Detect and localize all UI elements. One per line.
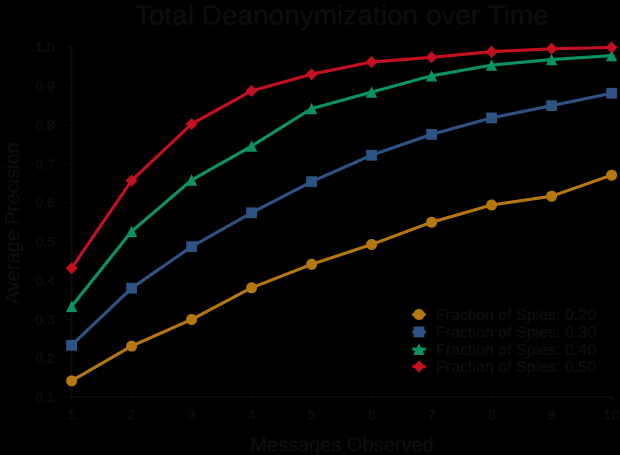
- svg-text:8: 8: [488, 407, 496, 423]
- svg-text:0.7: 0.7: [35, 156, 55, 172]
- svg-text:Fraction of Spies: 0.20: Fraction of Spies: 0.20: [436, 307, 596, 324]
- svg-text:1.0: 1.0: [35, 39, 55, 55]
- svg-text:0.2: 0.2: [35, 350, 55, 366]
- svg-text:Average Precision: Average Precision: [2, 142, 24, 304]
- svg-text:Fraction of Spies: 0.30: Fraction of Spies: 0.30: [436, 325, 596, 342]
- svg-text:0.5: 0.5: [35, 234, 55, 250]
- svg-text:3: 3: [188, 407, 196, 423]
- svg-text:1: 1: [68, 407, 76, 423]
- svg-text:4: 4: [248, 407, 256, 423]
- svg-text:9: 9: [548, 407, 556, 423]
- svg-text:Fraction of Spies: 0.40: Fraction of Spies: 0.40: [436, 342, 596, 359]
- svg-text:0.9: 0.9: [35, 78, 55, 94]
- svg-text:5: 5: [308, 407, 316, 423]
- svg-text:Fraction of Spies: 0.50: Fraction of Spies: 0.50: [436, 359, 596, 376]
- svg-text:Total Deanonymization over Tim: Total Deanonymization over Time: [135, 0, 549, 30]
- svg-text:0.3: 0.3: [35, 311, 55, 327]
- svg-text:Messages Observed: Messages Observed: [250, 435, 433, 455]
- svg-text:0.4: 0.4: [35, 272, 55, 288]
- svg-text:0.1: 0.1: [35, 389, 55, 405]
- svg-text:0.8: 0.8: [35, 117, 55, 133]
- svg-text:0.6: 0.6: [35, 195, 55, 211]
- svg-text:7: 7: [428, 407, 436, 423]
- svg-text:6: 6: [368, 407, 376, 423]
- svg-text:10: 10: [604, 407, 620, 423]
- svg-text:2: 2: [128, 407, 136, 423]
